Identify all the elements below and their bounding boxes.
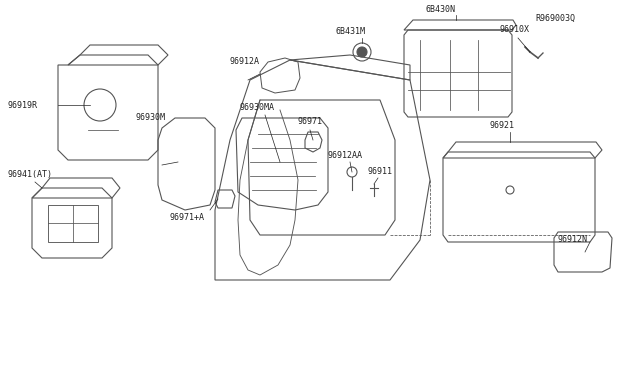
Text: 96930M: 96930M [135,113,165,122]
Text: 96921: 96921 [490,121,515,129]
Text: 6B430N: 6B430N [425,6,455,15]
Text: 6B431M: 6B431M [335,28,365,36]
Text: 96912A: 96912A [230,58,260,67]
Text: 96919R: 96919R [8,100,38,109]
Text: 96912N: 96912N [558,235,588,244]
Text: 96911: 96911 [368,167,393,176]
Text: 96912AA: 96912AA [328,151,363,160]
Text: R969003Q: R969003Q [535,13,575,22]
Text: 96930MA: 96930MA [240,103,275,112]
Text: 96910X: 96910X [500,26,530,35]
Circle shape [357,47,367,57]
Text: 96971+A: 96971+A [170,214,205,222]
Text: 96971: 96971 [298,118,323,126]
Text: 96941(AT): 96941(AT) [8,170,53,180]
